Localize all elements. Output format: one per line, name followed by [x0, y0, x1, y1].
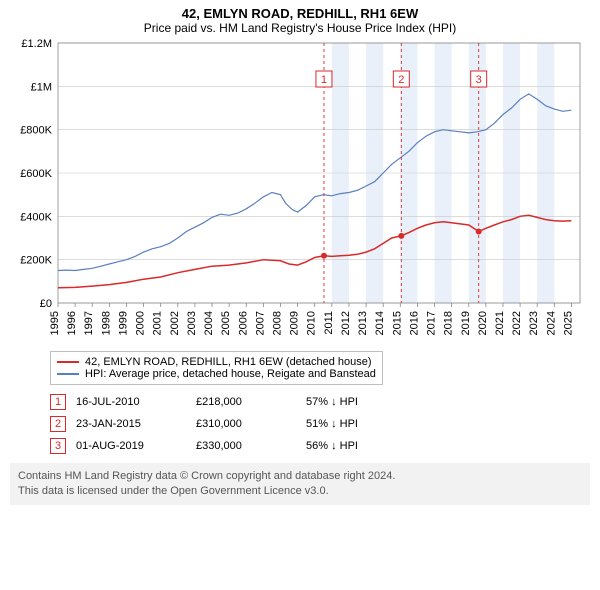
- svg-text:2001: 2001: [152, 311, 164, 335]
- svg-text:2020: 2020: [477, 311, 489, 335]
- svg-text:2013: 2013: [357, 311, 369, 335]
- footer: Contains HM Land Registry data © Crown c…: [10, 463, 590, 505]
- footer-line2: This data is licensed under the Open Gov…: [18, 485, 329, 497]
- svg-text:2024: 2024: [545, 311, 557, 335]
- svg-text:2011: 2011: [323, 311, 335, 335]
- chart-svg: £0 £200K £400K £600K £800K £1M £1.2M 1995 1996 19…: [10, 35, 590, 345]
- sale-date: 16-JUL-2010: [76, 391, 196, 413]
- table-row: 1 16-JUL-2010£218,00057% ↓ HPI: [50, 391, 368, 413]
- chart-container: 42, EMLYN ROAD, REDHILL, RH1 6EW Price p…: [0, 0, 600, 513]
- sales-table: 1 16-JUL-2010£218,00057% ↓ HPI 2 23-JAN-201…: [50, 391, 590, 457]
- legend: 42, EMLYN ROAD, REDHILL, RH1 6EW (detach…: [50, 351, 383, 385]
- sale-price: £310,000: [196, 413, 306, 435]
- sale-date: 01-AUG-2019: [76, 435, 196, 457]
- page-subtitle: Price paid vs. HM Land Registry's House …: [10, 21, 590, 35]
- svg-text:2: 2: [398, 74, 404, 86]
- svg-text:2006: 2006: [237, 311, 249, 335]
- svg-text:£800K: £800K: [20, 125, 52, 137]
- svg-text:2005: 2005: [220, 311, 232, 335]
- svg-text:2021: 2021: [494, 311, 506, 335]
- svg-text:2016: 2016: [408, 311, 420, 335]
- svg-text:2022: 2022: [511, 311, 523, 335]
- svg-text:2015: 2015: [391, 311, 403, 335]
- legend-item: HPI: Average price, detached house, Reig…: [57, 368, 376, 380]
- svg-text:2017: 2017: [426, 311, 438, 335]
- svg-text:£600K: £600K: [20, 168, 52, 180]
- svg-text:2004: 2004: [203, 311, 215, 335]
- legend-swatch: [57, 373, 79, 375]
- svg-text:2008: 2008: [271, 311, 283, 335]
- svg-text:£1M: £1M: [31, 81, 52, 93]
- svg-text:£1.2M: £1.2M: [21, 38, 52, 50]
- marker-number: 2: [50, 416, 66, 432]
- svg-text:2014: 2014: [374, 311, 386, 335]
- svg-text:2007: 2007: [254, 311, 266, 335]
- chart-plot: £0 £200K £400K £600K £800K £1M £1.2M 1995 1996 19…: [10, 35, 590, 345]
- svg-text:2018: 2018: [443, 311, 455, 335]
- sale-price: £218,000: [196, 391, 306, 413]
- svg-text:2000: 2000: [135, 311, 147, 335]
- svg-text:1995: 1995: [49, 311, 61, 335]
- table-row: 2 23-JAN-2015£310,00051% ↓ HPI: [50, 413, 368, 435]
- marker-number: 3: [50, 438, 66, 454]
- svg-text:1996: 1996: [66, 311, 78, 335]
- svg-text:3: 3: [476, 74, 482, 86]
- sale-delta: 51% ↓ HPI: [306, 413, 368, 435]
- hpi-line: [58, 94, 571, 271]
- price-paid-line: [58, 215, 571, 287]
- svg-text:2023: 2023: [528, 311, 540, 335]
- svg-text:2003: 2003: [186, 311, 198, 335]
- sale-delta: 56% ↓ HPI: [306, 435, 368, 457]
- svg-text:2009: 2009: [289, 311, 301, 335]
- page-title: 42, EMLYN ROAD, REDHILL, RH1 6EW: [10, 6, 590, 21]
- svg-text:1999: 1999: [117, 311, 129, 335]
- legend-label: HPI: Average price, detached house, Reig…: [85, 368, 376, 380]
- svg-text:1: 1: [321, 74, 327, 86]
- svg-text:1997: 1997: [83, 311, 95, 335]
- marker-number: 1: [50, 394, 66, 410]
- sale-date: 23-JAN-2015: [76, 413, 196, 435]
- footer-line1: Contains HM Land Registry data © Crown c…: [18, 470, 395, 482]
- svg-text:£200K: £200K: [20, 255, 52, 267]
- legend-item: 42, EMLYN ROAD, REDHILL, RH1 6EW (detach…: [57, 356, 376, 368]
- svg-text:1998: 1998: [100, 311, 112, 335]
- svg-text:£0: £0: [40, 298, 52, 310]
- svg-text:2019: 2019: [460, 311, 472, 335]
- svg-text:£400K: £400K: [20, 211, 52, 223]
- svg-text:2012: 2012: [340, 311, 352, 335]
- table-row: 3 01-AUG-2019£330,00056% ↓ HPI: [50, 435, 368, 457]
- sale-delta: 57% ↓ HPI: [306, 391, 368, 413]
- legend-label: 42, EMLYN ROAD, REDHILL, RH1 6EW (detach…: [85, 356, 372, 368]
- sale-price: £330,000: [196, 435, 306, 457]
- legend-swatch: [57, 361, 79, 363]
- svg-text:2025: 2025: [562, 311, 574, 335]
- svg-text:2002: 2002: [169, 311, 181, 335]
- svg-text:2010: 2010: [306, 311, 318, 335]
